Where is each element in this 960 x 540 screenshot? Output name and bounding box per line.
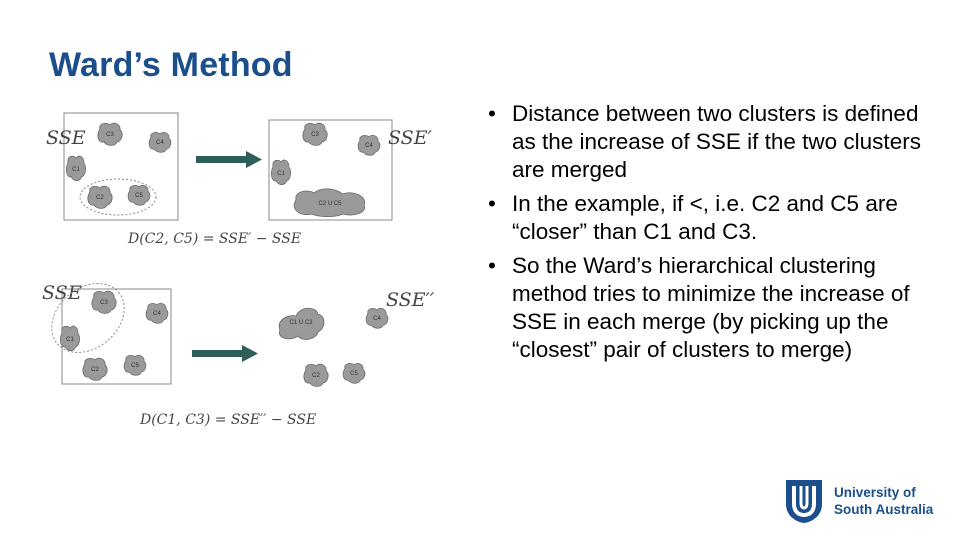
university-logo: University of South Australia (784, 478, 933, 524)
bullet-dot: • (488, 191, 496, 216)
cluster-c2-bottom-after: C2 (303, 363, 329, 387)
svg-text:C2 U C5: C2 U C5 (318, 201, 342, 207)
bottom-after-sse-label: SSE′′ (386, 289, 435, 311)
cluster-c1-bottom: C1 (59, 325, 81, 351)
svg-text:C2: C2 (91, 367, 99, 373)
svg-text:C4: C4 (373, 316, 381, 322)
merge-highlight-c2-c5 (79, 178, 157, 216)
bullet-text: In the example, if <, i.e. C2 and C5 are… (512, 191, 898, 244)
cluster-c4-bottom-after: C4 (365, 307, 389, 329)
slide-title: Ward’s Method (49, 46, 293, 84)
bullet-list: • Distance between two clusters is define… (488, 100, 928, 370)
cluster-c4-after: C4 (357, 134, 381, 156)
bullet-dot: • (488, 101, 496, 126)
bullet-text: Distance between two clusters is defined… (512, 101, 921, 182)
cluster-c3: C3 (97, 122, 123, 146)
svg-text:C5: C5 (131, 363, 139, 369)
svg-text:C4: C4 (153, 311, 161, 317)
svg-text:C1: C1 (66, 337, 74, 343)
logo-line-1: University of (834, 485, 916, 500)
bottom-before-sse-label: SSE (42, 282, 82, 304)
university-crest-icon (786, 480, 822, 523)
svg-text:C1 U C3: C1 U C3 (289, 320, 313, 326)
top-before-frame (63, 112, 179, 221)
svg-text:C3: C3 (106, 132, 114, 138)
top-after-frame (268, 119, 393, 221)
cluster-c3-after: C3 (302, 122, 328, 146)
cluster-c1: C1 (65, 155, 87, 181)
top-arrow (196, 151, 262, 168)
bullet-dot: • (488, 253, 496, 278)
svg-text:C4: C4 (365, 143, 373, 149)
svg-text:C1: C1 (72, 167, 80, 173)
cluster-c5-bottom: C5 (123, 354, 147, 376)
bottom-arrow (192, 345, 258, 362)
svg-text:C1: C1 (277, 171, 285, 177)
cluster-c5-bottom-after: C5 (342, 362, 366, 384)
bullet-text: So the Ward’s hierarchical clustering me… (512, 253, 910, 362)
cluster-c3-bottom: C3 (91, 290, 117, 314)
logo-line-2: South Australia (834, 502, 934, 517)
cluster-c1-u-c3: C1 U C3 (278, 307, 325, 340)
cluster-c2-u-c5: C2 U C5 (293, 188, 366, 218)
cluster-c1-after: C1 (270, 159, 292, 185)
cluster-c2-bottom: C2 (82, 357, 108, 381)
merge-highlight-c1-c3 (51, 283, 125, 353)
bullet-item: • In the example, if <, i.e. C2 and C5 ar… (488, 190, 928, 246)
bullet-item: • Distance between two clusters is define… (488, 100, 928, 184)
university-logo-text: University of South Australia (834, 484, 933, 518)
svg-text:C3: C3 (311, 132, 319, 138)
cluster-c4-bottom: C4 (145, 302, 169, 324)
svg-text:C2: C2 (312, 373, 320, 379)
bullet-item: • So the Ward’s hierarchical clustering m… (488, 252, 928, 364)
svg-text:C3: C3 (100, 300, 108, 306)
svg-text:C5: C5 (135, 193, 143, 199)
top-before-sse-label: SSE (46, 127, 86, 149)
svg-text:C4: C4 (156, 140, 164, 146)
bottom-formula: D(C1, C3) = SSE′′ − SSE (139, 412, 316, 428)
ward-diagram: SSE C3 C4 C1 C2 C5 SSE′ C3 C4 C1 C2 U C5… (42, 112, 435, 428)
cluster-c5: C5 (127, 184, 151, 206)
top-after-sse-label: SSE′ (388, 127, 433, 149)
cluster-c2: C2 (87, 185, 113, 209)
top-formula: D(C2, C5) = SSE′ − SSE (127, 231, 301, 247)
cluster-c4: C4 (148, 131, 172, 153)
svg-text:C2: C2 (96, 195, 104, 201)
svg-text:C5: C5 (350, 371, 358, 377)
